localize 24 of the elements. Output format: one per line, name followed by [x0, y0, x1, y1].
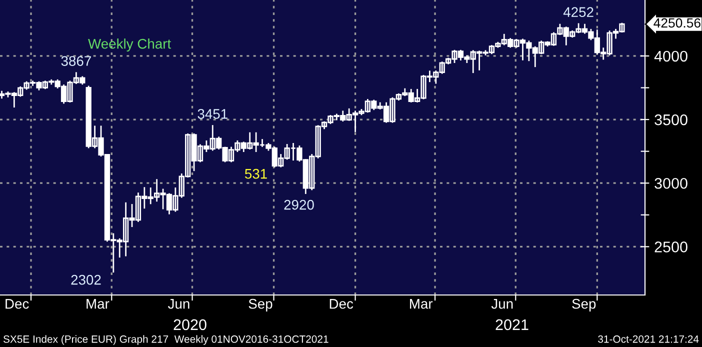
text: 2021 [496, 319, 528, 330]
annotation: 4250.56 [654, 18, 700, 28]
x-tick-label: Mar [410, 299, 433, 309]
y-tick-label: 2500 [654, 242, 688, 252]
text: 31-Oct-2021 21:17:24 [598, 335, 699, 343]
x-tick-label: Mar [86, 299, 110, 309]
annotation: 4252 [563, 7, 594, 17]
text: 2020 [174, 319, 206, 330]
x-tick-label: Dec [6, 299, 29, 309]
y-tick-label: 4000 [654, 50, 688, 62]
annotation: 2920 [284, 200, 314, 210]
x-tick-label: Jun [491, 299, 513, 309]
y-tick-label: 3000 [654, 178, 688, 189]
annotation: 2302 [71, 274, 101, 285]
text: SX5E Index (Price EUR) Graph 217 Weekly 01NOV2016-31OCT2021 [3, 335, 328, 345]
x-tick-label: Dec [330, 299, 354, 309]
y-tick-label: 3500 [654, 114, 688, 126]
annotation: 3867 [61, 56, 91, 66]
annotation: 531 [244, 168, 267, 179]
x-tick-label: Jun [168, 299, 190, 309]
x-tick-label: Sep [248, 298, 272, 312]
text: Weekly Chart [88, 38, 172, 52]
annotation: 3451 [198, 109, 228, 119]
x-tick-label: Sep [572, 298, 596, 312]
